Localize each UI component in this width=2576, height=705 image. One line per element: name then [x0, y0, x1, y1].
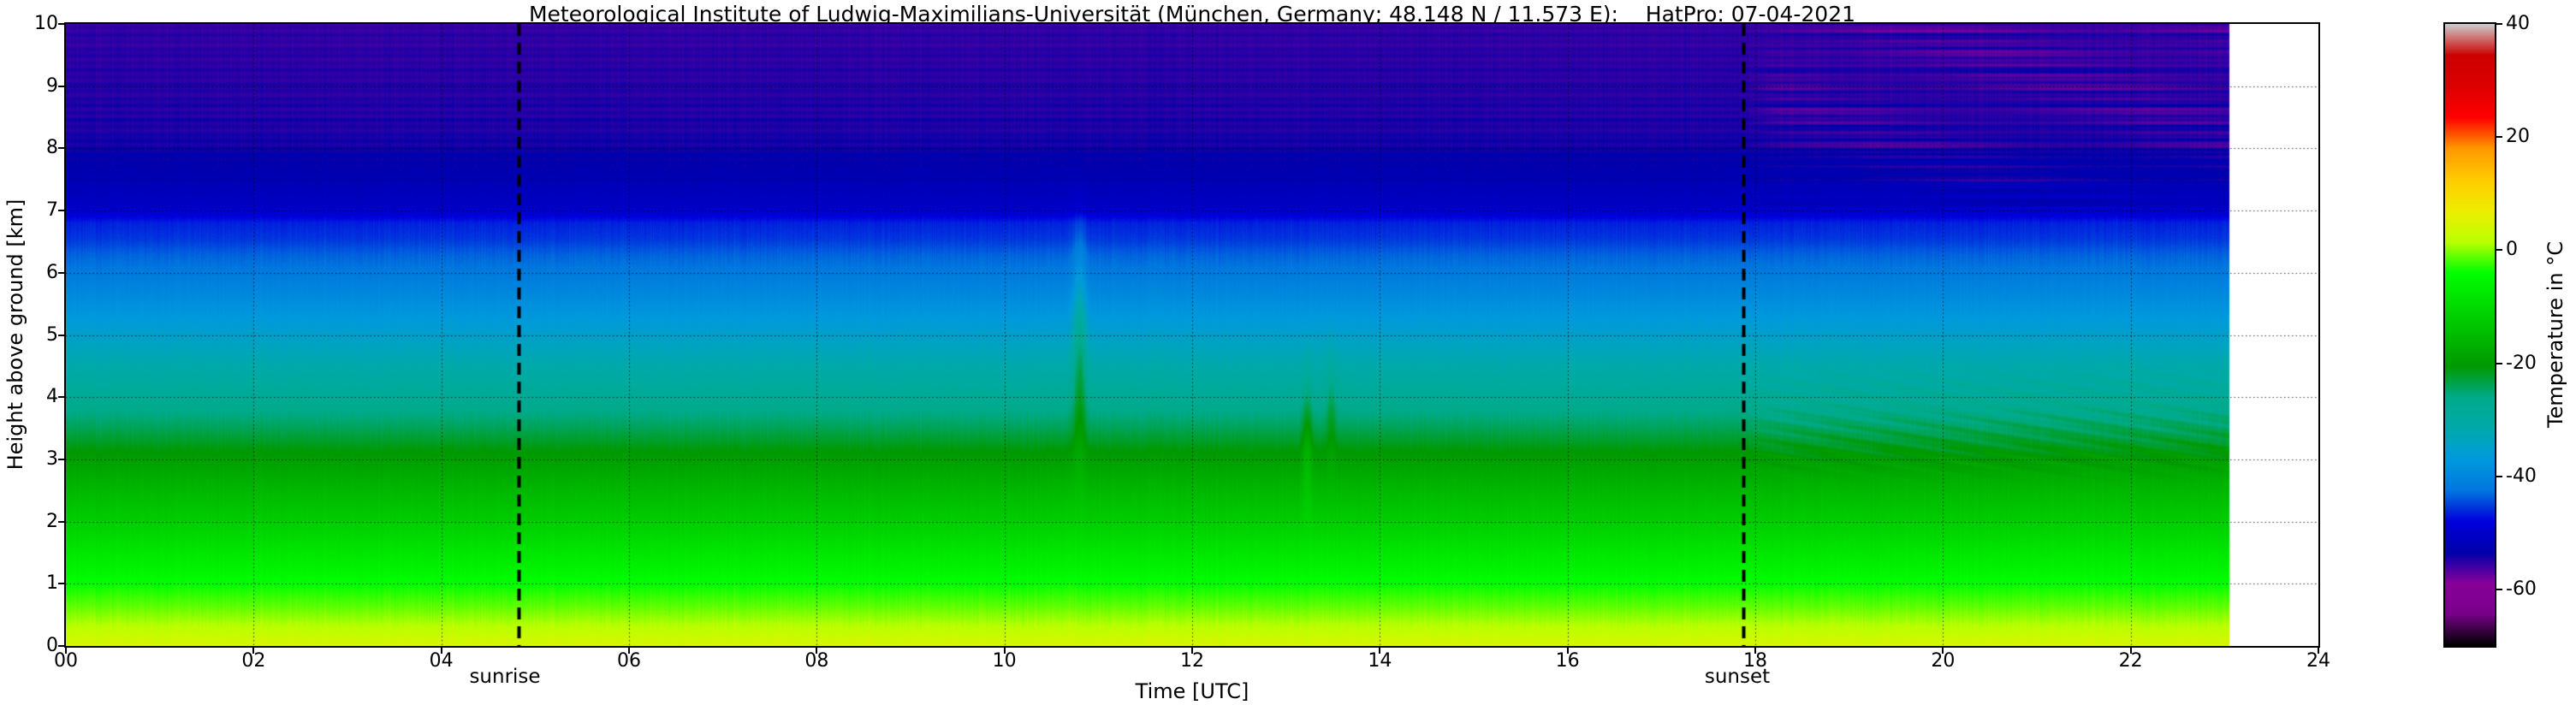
x-tick-mark: [2129, 648, 2132, 654]
x-tick-mark: [1191, 648, 1193, 654]
x-tick-mark: [65, 648, 67, 654]
x-tick-mark: [1754, 648, 1756, 654]
y-tick-label: 2: [46, 510, 58, 532]
colorbar-tick-label: -60: [2506, 578, 2537, 600]
y-tick-mark: [58, 23, 64, 25]
colorbar-tick-mark: [2496, 588, 2502, 590]
x-tick-mark: [816, 648, 818, 654]
colorbar-tick-mark: [2496, 136, 2502, 139]
colorbar-tick-mark: [2496, 362, 2502, 364]
heatmap-canvas: [66, 24, 2318, 646]
y-tick-mark: [58, 396, 64, 399]
x-tick-label: 10: [992, 650, 1017, 672]
x-tick-label: 24: [2306, 650, 2330, 672]
x-tick-mark: [440, 648, 442, 654]
y-tick-mark: [58, 520, 64, 523]
y-tick-label: 9: [46, 74, 58, 97]
x-tick-mark: [1566, 648, 1569, 654]
colorbar: [2443, 22, 2496, 648]
x-tick-mark: [1003, 648, 1006, 654]
colorbar-tick-label: -20: [2506, 352, 2537, 374]
x-tick-label: 06: [617, 650, 641, 672]
y-tick-label: 6: [46, 261, 58, 283]
colorbar-tick-mark: [2496, 23, 2502, 25]
x-tick-label: 08: [804, 650, 829, 672]
x-tick-mark: [2318, 648, 2319, 654]
x-tick-label: 02: [241, 650, 266, 672]
colorbar-tick-label: -40: [2506, 465, 2537, 487]
x-tick-label: 14: [1368, 650, 1392, 672]
y-tick-mark: [58, 147, 64, 150]
colorbar-tick-label: 40: [2506, 13, 2530, 34]
y-tick-label: 8: [46, 137, 58, 159]
y-tick-label: 0: [46, 635, 58, 656]
plot-area: [64, 22, 2320, 648]
colorbar-tick-mark: [2496, 249, 2502, 252]
y-tick-label: 7: [46, 199, 58, 222]
colorbar-tick-label: 0: [2506, 239, 2518, 261]
y-tick-label: 1: [46, 572, 58, 595]
colorbar-tick-label: 20: [2506, 126, 2530, 148]
y-tick-mark: [58, 458, 64, 460]
x-tick-label: 20: [1931, 650, 1956, 672]
y-tick-mark: [58, 210, 64, 212]
x-tick-label: 00: [54, 650, 78, 672]
x-tick-label: 16: [1555, 650, 1580, 672]
colorbar-tick-mark: [2496, 475, 2502, 477]
y-tick-label: 4: [46, 386, 58, 408]
y-tick-mark: [58, 85, 64, 87]
x-axis-label: Time [UTC]: [1135, 679, 1249, 703]
sunrise-label: sunrise: [469, 666, 541, 688]
x-tick-mark: [628, 648, 630, 654]
x-tick-label: 12: [1180, 650, 1204, 672]
y-tick-mark: [58, 334, 64, 336]
x-tick-label: 18: [1743, 650, 1767, 672]
y-tick-label: 3: [46, 447, 58, 470]
colorbar-canvas: [2445, 24, 2495, 646]
x-tick-label: 22: [2118, 650, 2143, 672]
y-tick-mark: [58, 583, 64, 585]
colorbar-label: Temperature in °C: [2543, 241, 2567, 428]
y-tick-label: 10: [34, 13, 58, 34]
y-tick-label: 5: [46, 323, 58, 346]
sunset-label: sunset: [1704, 666, 1771, 688]
y-tick-mark: [58, 645, 64, 647]
x-tick-label: 04: [429, 650, 454, 672]
x-tick-mark: [1379, 648, 1381, 654]
x-tick-mark: [1942, 648, 1944, 654]
x-tick-mark: [252, 648, 255, 654]
y-tick-mark: [58, 271, 64, 274]
